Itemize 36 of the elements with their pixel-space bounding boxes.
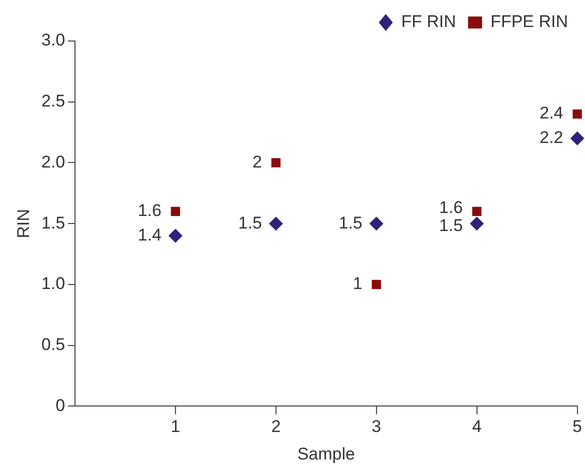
x-axis-title: Sample — [297, 444, 355, 464]
point — [472, 206, 482, 216]
point — [372, 280, 381, 290]
y-tick-label: 2.5 — [41, 92, 66, 111]
point — [170, 206, 180, 216]
x-tick-label: 2 — [271, 417, 281, 436]
point — [570, 131, 584, 146]
x-tick-label: 1 — [170, 417, 180, 436]
point — [268, 216, 283, 231]
y-tick-label: 1.5 — [41, 213, 66, 232]
data-label: 1.6 — [439, 198, 463, 218]
point — [470, 216, 484, 231]
y-tick-label: 1.0 — [41, 274, 66, 294]
point — [168, 228, 182, 243]
y-tick-label: 2.0 — [41, 152, 66, 172]
point — [271, 158, 281, 168]
data-label: 2.2 — [540, 128, 564, 148]
data-label: 2.4 — [540, 104, 564, 123]
y-tick-label: 0 — [56, 396, 66, 415]
legend-label: FF RIN — [401, 12, 456, 32]
x-tick-label: 3 — [372, 417, 382, 436]
y-tick-label: 3.0 — [41, 30, 66, 50]
point — [369, 216, 384, 231]
data-label: 1.4 — [138, 225, 162, 244]
x-tick-label: 4 — [472, 417, 482, 436]
data-label: 2 — [252, 152, 262, 172]
legend-label: FFPE RIN — [490, 12, 568, 32]
data-label: 1 — [352, 274, 362, 294]
x-tick-label: 5 — [572, 417, 582, 436]
data-label: 1.5 — [439, 216, 463, 236]
data-label: 1.5 — [338, 213, 362, 232]
data-label: 1.5 — [238, 213, 262, 232]
point — [572, 109, 582, 119]
data-label: 1.6 — [138, 201, 162, 220]
y-tick-label: 0.5 — [41, 335, 66, 354]
y-axis-title: RIN — [14, 208, 33, 238]
